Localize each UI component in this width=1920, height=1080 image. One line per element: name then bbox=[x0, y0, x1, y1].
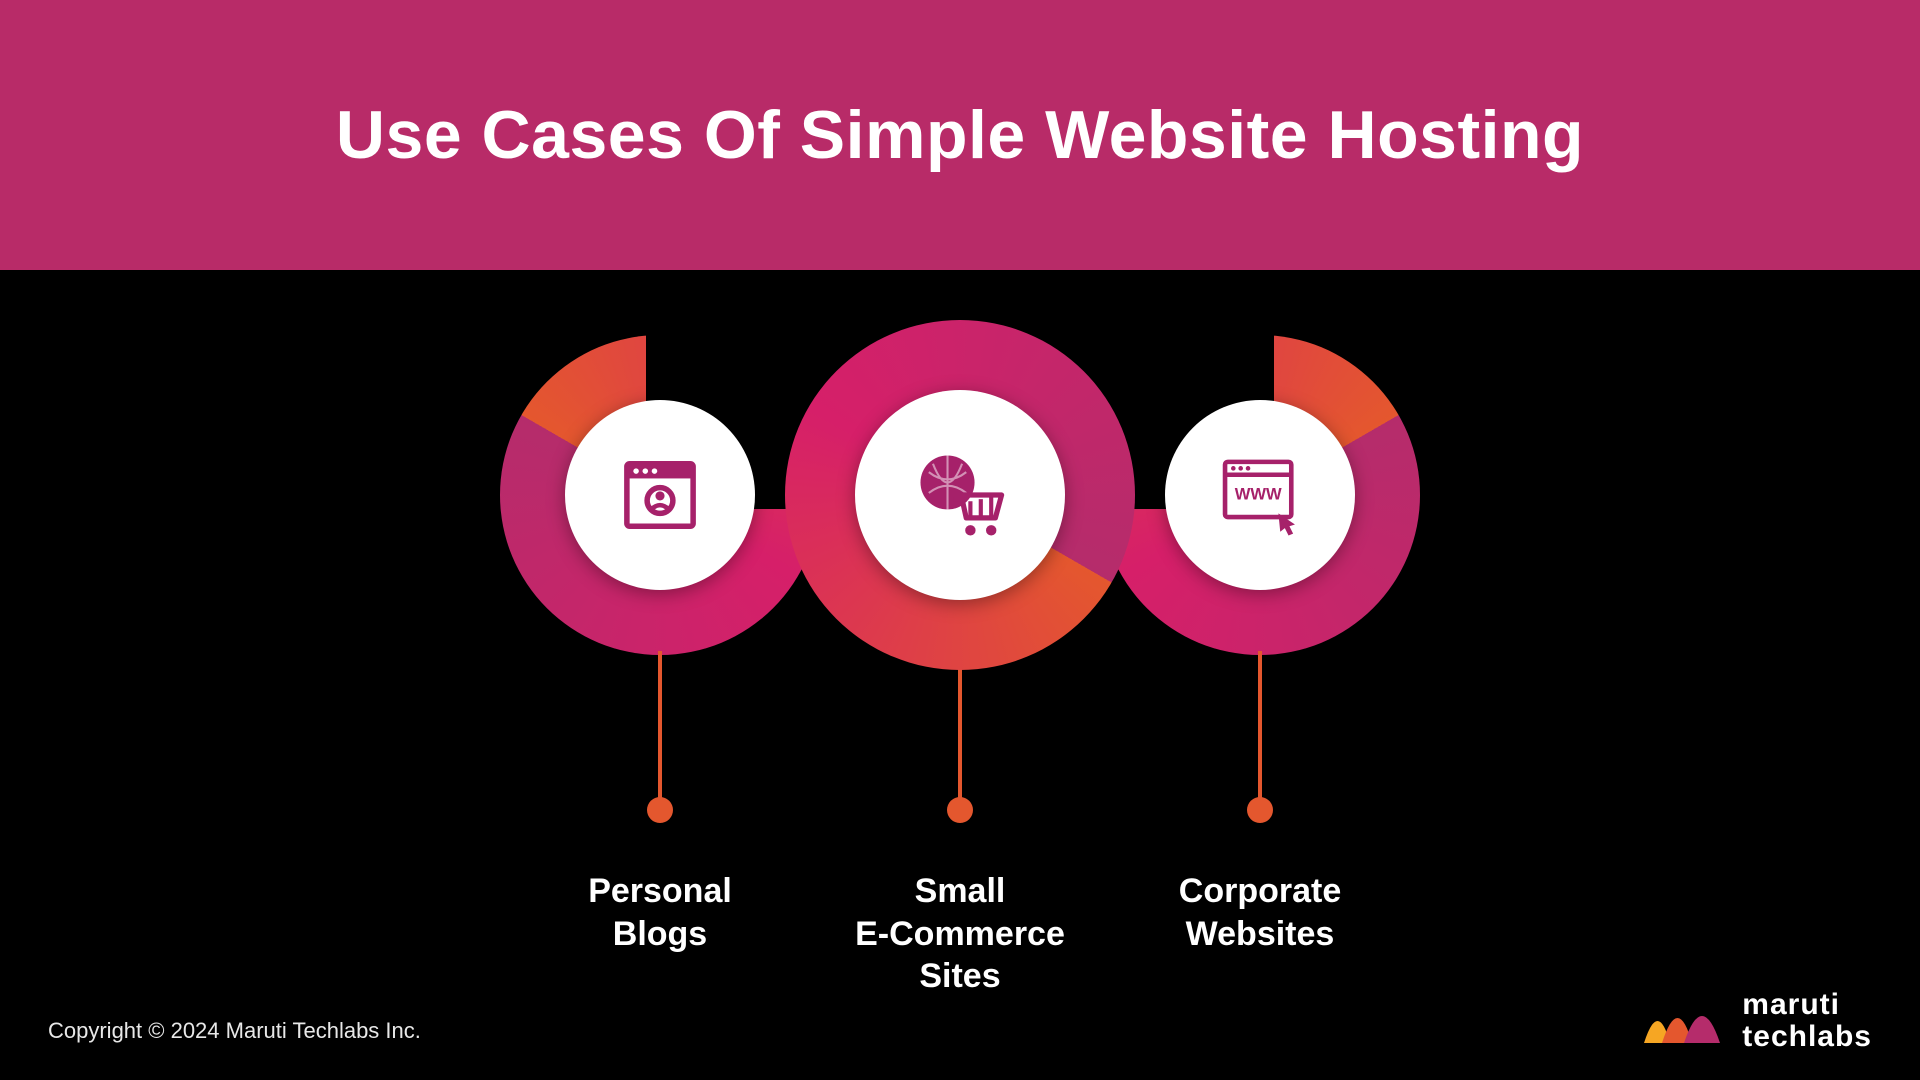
connector-3 bbox=[1258, 651, 1262, 810]
ring-corporate: WWW bbox=[1100, 335, 1420, 655]
connector-2 bbox=[958, 666, 962, 810]
label-ecommerce: Small E-Commerce Sites bbox=[810, 870, 1110, 998]
label-line: Personal bbox=[510, 870, 810, 913]
ring-personal-blogs bbox=[500, 335, 820, 655]
label-line: Blogs bbox=[510, 913, 810, 956]
header-banner: Use Cases Of Simple Website Hosting bbox=[0, 0, 1920, 270]
dot-1 bbox=[647, 797, 673, 823]
brand-mark-icon bbox=[1640, 993, 1724, 1049]
brand-logo: maruti techlabs bbox=[1640, 989, 1872, 1052]
label-line: Sites bbox=[810, 955, 1110, 998]
copyright-text: Copyright © 2024 Maruti Techlabs Inc. bbox=[48, 1018, 421, 1044]
label-corporate: Corporate Websites bbox=[1110, 870, 1410, 955]
brand-line-1: maruti bbox=[1742, 989, 1872, 1021]
globe-cart-icon bbox=[908, 443, 1012, 547]
label-line: Corporate bbox=[1110, 870, 1410, 913]
ring-ecommerce bbox=[785, 320, 1135, 670]
disc-corporate: WWW bbox=[1165, 400, 1355, 590]
www-browser-icon: WWW bbox=[1214, 449, 1306, 541]
connector-1 bbox=[658, 651, 662, 810]
disc-personal-blogs bbox=[565, 400, 755, 590]
brand-wordmark: maruti techlabs bbox=[1742, 989, 1872, 1052]
dot-3 bbox=[1247, 797, 1273, 823]
label-line: Websites bbox=[1110, 913, 1410, 956]
label-line: Small bbox=[810, 870, 1110, 913]
blog-window-icon bbox=[614, 449, 706, 541]
dot-2 bbox=[947, 797, 973, 823]
infographic-stage: WWW Personal Blogs Small E-Commerce Site… bbox=[0, 270, 1920, 1080]
page-title: Use Cases Of Simple Website Hosting bbox=[336, 96, 1584, 174]
svg-text:WWW: WWW bbox=[1235, 485, 1282, 504]
brand-line-2: techlabs bbox=[1742, 1021, 1872, 1053]
label-personal-blogs: Personal Blogs bbox=[510, 870, 810, 955]
disc-ecommerce bbox=[855, 390, 1065, 600]
label-line: E-Commerce bbox=[810, 913, 1110, 956]
